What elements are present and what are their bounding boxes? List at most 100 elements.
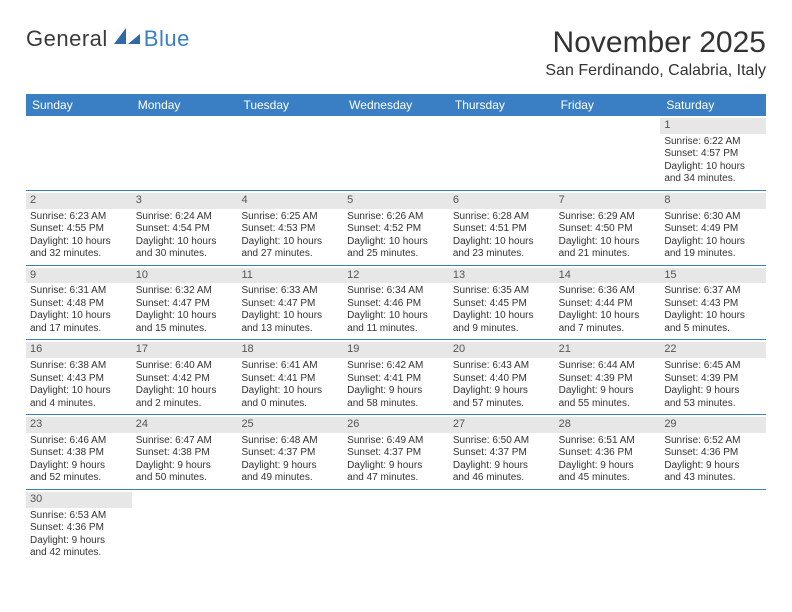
sunset-text: Sunset: 4:48 PM bbox=[30, 298, 128, 311]
sunset-text: Sunset: 4:37 PM bbox=[347, 447, 445, 460]
day-number: 6 bbox=[449, 193, 555, 209]
empty-cell bbox=[132, 116, 238, 190]
day-number: 30 bbox=[26, 492, 132, 508]
day-number: 22 bbox=[660, 342, 766, 358]
sunset-text: Sunset: 4:38 PM bbox=[30, 447, 128, 460]
day-of-week-header: Wednesday bbox=[343, 94, 449, 116]
daylight1-text: Daylight: 9 hours bbox=[664, 460, 762, 473]
daylight2-text: and 21 minutes. bbox=[559, 248, 657, 261]
daylight2-text: and 32 minutes. bbox=[30, 248, 128, 261]
sunrise-text: Sunrise: 6:25 AM bbox=[241, 211, 339, 224]
sunrise-text: Sunrise: 6:38 AM bbox=[30, 360, 128, 373]
sunset-text: Sunset: 4:55 PM bbox=[30, 223, 128, 236]
daylight2-text: and 4 minutes. bbox=[30, 398, 128, 411]
daylight2-text: and 55 minutes. bbox=[559, 398, 657, 411]
sunset-text: Sunset: 4:50 PM bbox=[559, 223, 657, 236]
sunrise-text: Sunrise: 6:50 AM bbox=[453, 435, 551, 448]
daylight1-text: Daylight: 9 hours bbox=[559, 460, 657, 473]
day-number: 29 bbox=[660, 417, 766, 433]
empty-cell bbox=[449, 490, 555, 564]
daylight1-text: Daylight: 10 hours bbox=[453, 310, 551, 323]
day-cell: 9Sunrise: 6:31 AMSunset: 4:48 PMDaylight… bbox=[26, 266, 132, 340]
sunrise-text: Sunrise: 6:36 AM bbox=[559, 285, 657, 298]
sunrise-text: Sunrise: 6:49 AM bbox=[347, 435, 445, 448]
day-cell: 17Sunrise: 6:40 AMSunset: 4:42 PMDayligh… bbox=[132, 340, 238, 414]
empty-cell bbox=[237, 490, 343, 564]
sunset-text: Sunset: 4:43 PM bbox=[664, 298, 762, 311]
sunrise-text: Sunrise: 6:34 AM bbox=[347, 285, 445, 298]
logo-word2: Blue bbox=[144, 26, 190, 52]
daylight1-text: Daylight: 9 hours bbox=[559, 385, 657, 398]
daylight2-text: and 19 minutes. bbox=[664, 248, 762, 261]
day-number: 12 bbox=[343, 268, 449, 284]
days-of-week-row: SundayMondayTuesdayWednesdayThursdayFrid… bbox=[26, 94, 766, 116]
logo: General Blue bbox=[26, 26, 190, 52]
empty-cell bbox=[449, 116, 555, 190]
sunrise-text: Sunrise: 6:47 AM bbox=[136, 435, 234, 448]
day-number: 1 bbox=[660, 118, 766, 134]
sunrise-text: Sunrise: 6:43 AM bbox=[453, 360, 551, 373]
empty-cell bbox=[660, 490, 766, 564]
daylight2-text: and 50 minutes. bbox=[136, 472, 234, 485]
daylight2-text: and 15 minutes. bbox=[136, 323, 234, 336]
sunrise-text: Sunrise: 6:23 AM bbox=[30, 211, 128, 224]
daylight1-text: Daylight: 10 hours bbox=[559, 236, 657, 249]
daylight1-text: Daylight: 9 hours bbox=[30, 460, 128, 473]
daylight2-text: and 2 minutes. bbox=[136, 398, 234, 411]
day-cell: 29Sunrise: 6:52 AMSunset: 4:36 PMDayligh… bbox=[660, 415, 766, 489]
day-cell: 28Sunrise: 6:51 AMSunset: 4:36 PMDayligh… bbox=[555, 415, 661, 489]
sunrise-text: Sunrise: 6:28 AM bbox=[453, 211, 551, 224]
header: General Blue November 2025 San Ferdinand… bbox=[26, 26, 766, 80]
daylight2-text: and 52 minutes. bbox=[30, 472, 128, 485]
day-number: 21 bbox=[555, 342, 661, 358]
day-cell: 12Sunrise: 6:34 AMSunset: 4:46 PMDayligh… bbox=[343, 266, 449, 340]
day-number: 4 bbox=[237, 193, 343, 209]
daylight1-text: Daylight: 10 hours bbox=[30, 385, 128, 398]
daylight1-text: Daylight: 10 hours bbox=[664, 310, 762, 323]
daylight2-text: and 11 minutes. bbox=[347, 323, 445, 336]
sunset-text: Sunset: 4:45 PM bbox=[453, 298, 551, 311]
daylight1-text: Daylight: 9 hours bbox=[453, 460, 551, 473]
day-number: 2 bbox=[26, 193, 132, 209]
daylight1-text: Daylight: 9 hours bbox=[30, 535, 128, 548]
day-cell: 19Sunrise: 6:42 AMSunset: 4:41 PMDayligh… bbox=[343, 340, 449, 414]
day-number: 9 bbox=[26, 268, 132, 284]
day-of-week-header: Saturday bbox=[660, 94, 766, 116]
sunset-text: Sunset: 4:37 PM bbox=[241, 447, 339, 460]
sunrise-text: Sunrise: 6:42 AM bbox=[347, 360, 445, 373]
day-number: 13 bbox=[449, 268, 555, 284]
daylight2-text: and 13 minutes. bbox=[241, 323, 339, 336]
sunset-text: Sunset: 4:41 PM bbox=[347, 373, 445, 386]
sunrise-text: Sunrise: 6:29 AM bbox=[559, 211, 657, 224]
daylight1-text: Daylight: 10 hours bbox=[453, 236, 551, 249]
day-cell: 20Sunrise: 6:43 AMSunset: 4:40 PMDayligh… bbox=[449, 340, 555, 414]
sunrise-text: Sunrise: 6:35 AM bbox=[453, 285, 551, 298]
day-cell: 3Sunrise: 6:24 AMSunset: 4:54 PMDaylight… bbox=[132, 191, 238, 265]
day-number: 20 bbox=[449, 342, 555, 358]
sunset-text: Sunset: 4:42 PM bbox=[136, 373, 234, 386]
sunrise-text: Sunrise: 6:53 AM bbox=[30, 510, 128, 523]
week-row: 30 Sunrise: 6:53 AMSunset: 4:36 PMDayligh… bbox=[26, 490, 766, 564]
day-of-week-header: Sunday bbox=[26, 94, 132, 116]
sunset-text: Sunset: 4:36 PM bbox=[30, 522, 128, 535]
day-cell: 30 Sunrise: 6:53 AMSunset: 4:36 PMDayligh… bbox=[26, 490, 132, 564]
day-cell: 26Sunrise: 6:49 AMSunset: 4:37 PMDayligh… bbox=[343, 415, 449, 489]
daylight1-text: Daylight: 10 hours bbox=[347, 236, 445, 249]
day-number: 8 bbox=[660, 193, 766, 209]
sunrise-text: Sunrise: 6:24 AM bbox=[136, 211, 234, 224]
sunset-text: Sunset: 4:54 PM bbox=[136, 223, 234, 236]
day-cell: 16 Sunrise: 6:38 AMSunset: 4:43 PMDayligh… bbox=[26, 340, 132, 414]
sunset-text: Sunset: 4:37 PM bbox=[453, 447, 551, 460]
week-row: 2 Sunrise: 6:23 AMSunset: 4:55 PM Daylight… bbox=[26, 191, 766, 266]
sunset-text: Sunset: 4:43 PM bbox=[30, 373, 128, 386]
daylight1-text: Daylight: 9 hours bbox=[664, 385, 762, 398]
day-number: 16 bbox=[26, 342, 132, 358]
sunset-text: Sunset: 4:44 PM bbox=[559, 298, 657, 311]
page-subtitle: San Ferdinando, Calabria, Italy bbox=[545, 62, 766, 80]
day-number: 3 bbox=[132, 193, 238, 209]
sunset-text: Sunset: 4:39 PM bbox=[664, 373, 762, 386]
sunset-text: Sunset: 4:52 PM bbox=[347, 223, 445, 236]
day-cell: 6Sunrise: 6:28 AMSunset: 4:51 PMDaylight… bbox=[449, 191, 555, 265]
sunset-text: Sunset: 4:40 PM bbox=[453, 373, 551, 386]
daylight1-text: Daylight: 10 hours bbox=[241, 310, 339, 323]
